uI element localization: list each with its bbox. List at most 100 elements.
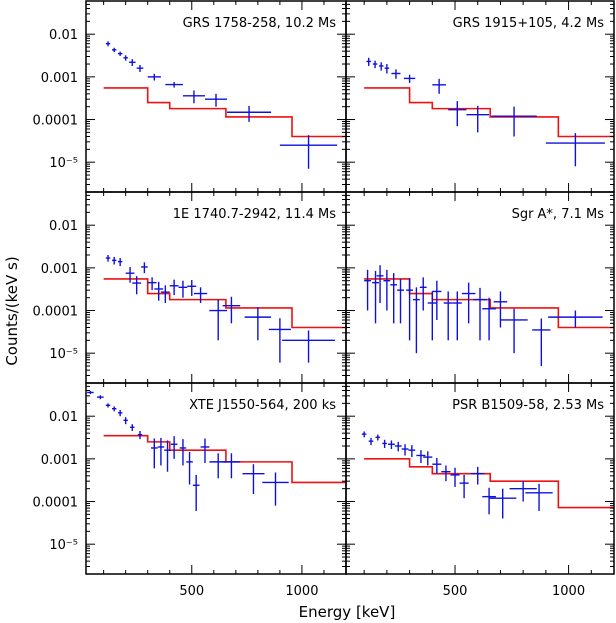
data-point bbox=[282, 330, 335, 363]
data-point bbox=[443, 291, 453, 341]
data-point bbox=[279, 135, 338, 169]
chart-panel: 1E 1740.7-2942, 11.4 Ms bbox=[85, 191, 347, 384]
data-point bbox=[169, 279, 179, 296]
data-point bbox=[406, 277, 413, 341]
data-point bbox=[388, 440, 395, 450]
data-point bbox=[545, 133, 605, 167]
data-point bbox=[500, 308, 528, 354]
data-point bbox=[262, 472, 289, 506]
chart-panel: Sgr A*, 7.1 Ms bbox=[345, 191, 615, 384]
axis-ticks bbox=[346, 0, 614, 193]
data-point bbox=[165, 81, 183, 88]
data-point bbox=[427, 291, 437, 341]
data-point bbox=[193, 287, 208, 304]
data-point bbox=[423, 451, 433, 466]
panels: GRS 1758-258, 10.2 Ms GRS 1915+105, 4.2 M… bbox=[85, 0, 615, 575]
data-point bbox=[375, 434, 381, 441]
chart-panel: PSR B1509-58, 2.53 Ms bbox=[345, 382, 615, 575]
data-point bbox=[366, 57, 371, 66]
y-tick-label: 0.0001 bbox=[33, 496, 79, 511]
data-point bbox=[200, 438, 210, 463]
y-tick-label: 10⁻⁵ bbox=[49, 156, 78, 171]
y-tick-label: 0.0001 bbox=[33, 114, 79, 129]
data-point bbox=[376, 265, 384, 304]
data-point bbox=[97, 395, 104, 400]
chart-panel: GRS 1758-258, 10.2 Ms bbox=[85, 0, 347, 193]
data-point bbox=[408, 445, 416, 458]
data-point bbox=[222, 296, 241, 324]
data-point bbox=[137, 430, 143, 440]
y-axis-label: Counts/(keV s) bbox=[3, 256, 21, 365]
model-line bbox=[364, 87, 614, 138]
data-point bbox=[204, 93, 228, 107]
data-point bbox=[105, 41, 111, 47]
data-point bbox=[105, 403, 111, 408]
panel-title: XTE J1550-564, 200 ks bbox=[189, 398, 336, 413]
data-point bbox=[448, 101, 467, 127]
data-point bbox=[394, 441, 402, 452]
data-point bbox=[268, 318, 291, 363]
data-point bbox=[123, 55, 128, 61]
data-point bbox=[372, 60, 378, 69]
y-tick-label: 10⁻⁵ bbox=[49, 347, 78, 362]
data-point bbox=[450, 467, 460, 487]
data-point bbox=[187, 279, 197, 296]
data-point bbox=[461, 282, 476, 324]
data-point bbox=[532, 318, 551, 367]
data-point bbox=[473, 287, 487, 341]
data-point bbox=[416, 450, 426, 463]
data-point bbox=[164, 440, 171, 472]
data-point bbox=[147, 73, 161, 81]
y-tick-label: 0.01 bbox=[49, 219, 78, 234]
data-point bbox=[87, 390, 94, 395]
data-point bbox=[178, 280, 188, 298]
x-tick-label: 1000 bbox=[552, 584, 585, 599]
data-point bbox=[128, 59, 136, 66]
data-point bbox=[125, 266, 135, 283]
data-point bbox=[470, 466, 485, 485]
data-point bbox=[192, 474, 200, 511]
axis-ticks bbox=[346, 382, 614, 575]
data-point bbox=[452, 291, 462, 341]
x-axis-label: Energy [keV] bbox=[299, 603, 396, 621]
model-line bbox=[103, 87, 346, 138]
data-point bbox=[432, 78, 446, 94]
data-point bbox=[372, 270, 379, 324]
data-point bbox=[364, 269, 371, 311]
y-tick-label: 0.001 bbox=[41, 71, 78, 86]
data-point bbox=[390, 273, 398, 324]
data-point bbox=[419, 277, 427, 311]
data-point bbox=[117, 258, 123, 267]
data-point bbox=[403, 74, 416, 83]
data-point bbox=[441, 465, 451, 482]
data-point bbox=[382, 439, 387, 448]
y-tick-labels: 0.01 0.001 0.0001 10⁻⁵ 0.01 0.001 0.0001 10⁻⁵ 0.… bbox=[33, 28, 79, 553]
data-point bbox=[222, 453, 241, 479]
data-point bbox=[154, 281, 164, 301]
data-point bbox=[391, 69, 401, 79]
data-point bbox=[509, 481, 537, 502]
data-point bbox=[242, 464, 265, 495]
data-point bbox=[491, 106, 537, 137]
data-point bbox=[132, 276, 142, 295]
data-point bbox=[112, 47, 117, 53]
data-point bbox=[368, 437, 374, 446]
data-point bbox=[117, 51, 123, 56]
data-point bbox=[482, 487, 496, 515]
data-point bbox=[157, 437, 165, 466]
chart-panel: XTE J1550-564, 200 ks bbox=[85, 382, 347, 575]
axis-ticks bbox=[86, 191, 346, 384]
data-point bbox=[244, 307, 272, 341]
axis-ticks bbox=[346, 191, 614, 384]
x-tick-label: 500 bbox=[443, 584, 468, 599]
data-point bbox=[413, 287, 420, 354]
panel-title: Sgr A*, 7.1 Ms bbox=[512, 207, 605, 222]
panel-title: GRS 1758-258, 10.2 Ms bbox=[183, 16, 337, 31]
data-point bbox=[112, 256, 117, 265]
data-point bbox=[401, 444, 409, 456]
data-point bbox=[482, 297, 496, 341]
y-tick-label: 0.01 bbox=[49, 28, 78, 43]
y-tick-label: 0.0001 bbox=[33, 305, 79, 320]
chart-panel: GRS 1915+105, 4.2 Ms bbox=[345, 0, 615, 193]
